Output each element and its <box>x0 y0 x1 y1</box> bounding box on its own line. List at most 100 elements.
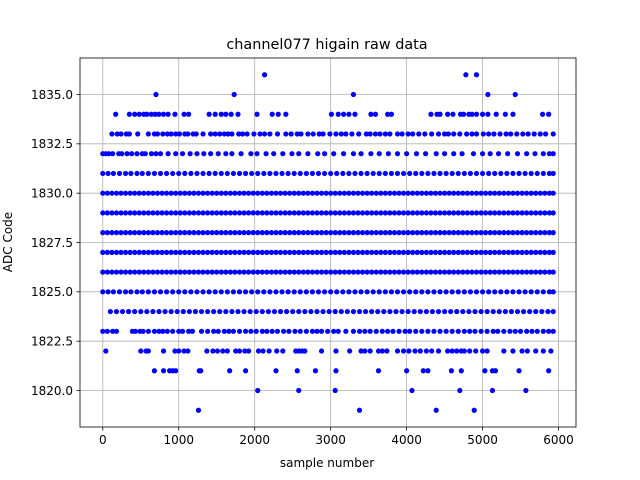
data-point <box>236 269 243 275</box>
data-point <box>493 111 499 117</box>
data-point <box>364 190 370 196</box>
data-point <box>287 249 293 255</box>
data-point <box>429 131 435 137</box>
data-point <box>268 230 275 236</box>
data-point <box>300 230 306 236</box>
data-point <box>105 289 111 295</box>
data-point <box>537 131 543 137</box>
data-point <box>414 269 420 275</box>
data-point <box>350 190 357 196</box>
data-point <box>277 230 284 236</box>
data-point <box>540 348 546 354</box>
data-point <box>277 308 284 315</box>
data-point <box>483 269 489 275</box>
data-point <box>546 210 553 216</box>
data-point <box>400 170 407 177</box>
data-point <box>195 190 202 196</box>
data-point <box>247 308 253 315</box>
data-point <box>191 249 197 255</box>
data-point <box>496 249 502 255</box>
data-point <box>492 230 498 236</box>
data-point <box>400 230 407 236</box>
data-point <box>261 170 267 177</box>
data-point <box>223 249 229 255</box>
data-point <box>232 249 238 255</box>
data-point <box>514 151 521 157</box>
data-point <box>449 170 455 177</box>
data-point <box>170 170 176 177</box>
data-point <box>224 348 230 354</box>
data-point <box>382 249 388 255</box>
data-point <box>352 170 358 177</box>
data-point <box>284 308 290 315</box>
data-point <box>160 328 166 334</box>
data-point <box>417 308 423 315</box>
data-point <box>229 131 235 137</box>
data-point <box>355 230 361 236</box>
data-point <box>141 249 147 255</box>
data-point <box>381 308 387 315</box>
data-point <box>223 190 229 196</box>
data-point <box>367 348 373 354</box>
data-point <box>501 249 507 255</box>
data-point <box>154 269 161 275</box>
data-point <box>531 131 537 137</box>
data-point <box>176 170 182 177</box>
data-point <box>141 210 147 216</box>
data-point <box>512 328 518 334</box>
data-point <box>504 170 510 177</box>
data-point <box>122 249 129 255</box>
data-point <box>335 328 341 334</box>
data-point <box>350 151 357 157</box>
data-point <box>419 230 425 236</box>
data-point <box>214 348 221 354</box>
data-point <box>522 289 528 295</box>
data-point <box>428 111 434 117</box>
data-point <box>309 249 316 255</box>
data-point <box>323 230 329 236</box>
data-point <box>314 269 320 275</box>
data-point <box>168 269 174 275</box>
data-point <box>505 151 511 157</box>
data-point <box>404 151 410 157</box>
data-point <box>540 170 546 177</box>
data-point <box>334 289 340 295</box>
data-point <box>496 269 502 275</box>
data-point <box>100 230 106 236</box>
data-point <box>236 328 243 334</box>
data-point <box>305 190 311 196</box>
data-point <box>550 170 556 177</box>
data-point <box>116 170 123 177</box>
data-point <box>425 289 431 295</box>
data-point <box>375 308 381 315</box>
data-point <box>519 269 525 275</box>
data-point <box>407 328 413 334</box>
data-point <box>164 328 170 334</box>
data-point <box>200 131 206 137</box>
data-point <box>136 111 142 117</box>
data-point <box>478 249 484 255</box>
data-point <box>501 348 507 354</box>
data-point <box>118 210 124 216</box>
data-point <box>362 308 369 315</box>
data-point <box>291 190 297 196</box>
data-point <box>173 190 179 196</box>
data-point <box>145 190 151 196</box>
data-point <box>104 230 110 236</box>
data-point <box>223 230 229 236</box>
data-point <box>376 151 382 157</box>
data-point <box>510 269 516 275</box>
data-point <box>332 190 338 196</box>
data-point <box>335 111 341 117</box>
data-point <box>218 111 224 117</box>
data-point <box>315 170 322 177</box>
data-point <box>470 151 477 157</box>
data-point <box>425 368 431 374</box>
data-point <box>154 131 161 137</box>
data-point <box>416 131 422 137</box>
data-point <box>382 131 388 137</box>
data-point <box>487 151 493 157</box>
data-point <box>186 249 192 255</box>
data-point <box>294 368 300 374</box>
data-point <box>461 348 467 354</box>
